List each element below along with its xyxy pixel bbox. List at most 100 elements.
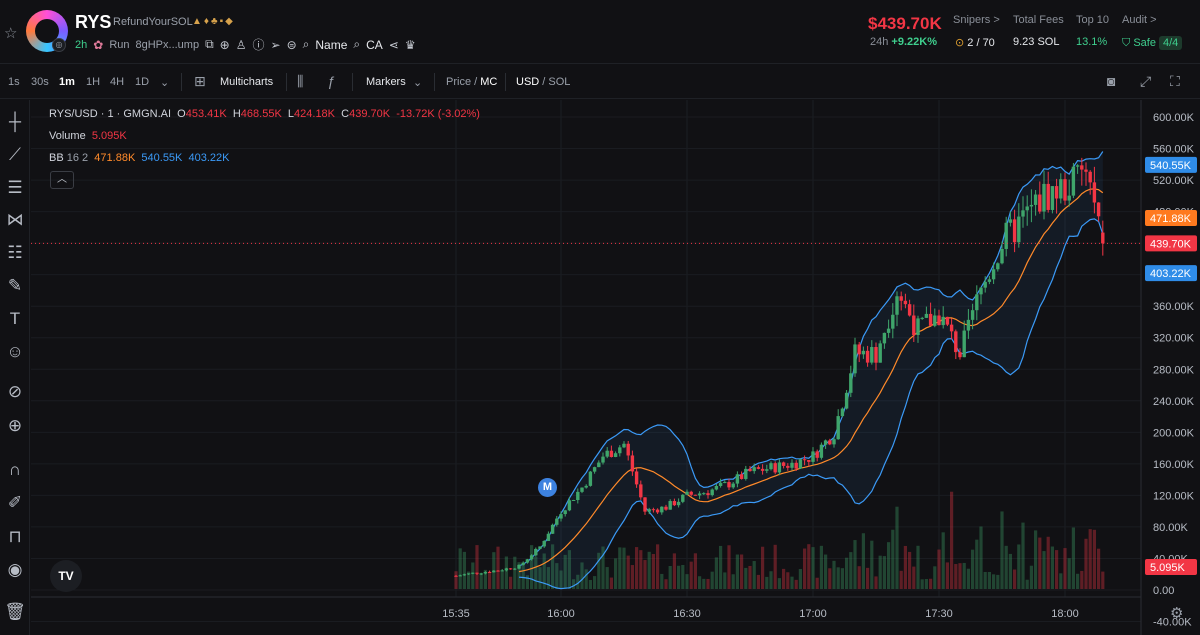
volume-bar (794, 579, 798, 589)
search-name-button[interactable]: Name (315, 37, 348, 52)
multicharts-icon[interactable]: ⊞ (194, 73, 206, 89)
settings-gear-icon[interactable]: ⚙ (1170, 605, 1184, 622)
search-name-icon[interactable]: ⌕ (302, 37, 310, 51)
horizontal-lines-icon[interactable]: ☰ (7, 178, 23, 197)
audit-label[interactable]: Audit > (1122, 14, 1157, 26)
search-ca-button[interactable]: CA (366, 37, 383, 52)
y-tick-label: 600.00K (1153, 112, 1195, 124)
volume-bar (819, 545, 823, 589)
zoom-icon[interactable]: ⊕ (7, 416, 23, 435)
search-ca-icon[interactable]: ⌕ (353, 37, 361, 51)
interval-1m[interactable]: 1m (59, 76, 75, 88)
share-icon[interactable]: ⋖ (388, 37, 399, 52)
indicators-icon[interactable]: ƒ (327, 73, 335, 89)
magnet-icon[interactable]: ∩ (8, 460, 22, 479)
candle-body (718, 482, 723, 486)
volume-bar (660, 573, 664, 589)
candle-body (1021, 210, 1025, 217)
volume-bar (672, 553, 676, 589)
crosshair-icon[interactable]: ┼ (8, 112, 22, 131)
trash-icon[interactable]: 🗑 (4, 602, 26, 621)
interval-4h[interactable]: 4H (110, 76, 125, 88)
migration-marker[interactable]: M (538, 478, 557, 497)
volume-bar (773, 544, 777, 589)
candle-body (702, 493, 706, 495)
badge-bb-upper-bg (1145, 156, 1197, 173)
multicharts-button[interactable]: Multicharts (220, 76, 274, 88)
candle-body (1088, 171, 1092, 183)
candle-body (529, 555, 534, 560)
brush-icon[interactable]: ✎ (7, 276, 23, 295)
candle-body (983, 281, 987, 288)
user-icon[interactable]: ♙ (235, 37, 247, 52)
y-tick-label: 0.00 (1153, 585, 1174, 597)
collapse-legend-button[interactable]: ︿ (50, 171, 74, 189)
volume-bar (538, 567, 542, 589)
volume-bar (1038, 537, 1042, 589)
interval-30s[interactable]: 30s (31, 76, 49, 88)
info-icon[interactable]: ⊜ (286, 37, 297, 52)
markers-dropdown-icon[interactable]: ⌄ (413, 77, 423, 89)
tradingview-logo[interactable]: TV (50, 560, 82, 592)
candlestick-chart[interactable]: 600.00K560.00K520.00K480.00K440.00K400.0… (31, 100, 1200, 635)
x-tick-label: 17:30 (925, 608, 953, 620)
favorite-star-icon[interactable]: ☆ (4, 25, 18, 42)
candle-body (567, 500, 572, 511)
candle-body (483, 571, 488, 574)
ruler-icon[interactable]: ⊘ (7, 382, 23, 401)
run-label[interactable]: Run (109, 38, 130, 51)
copy-icon[interactable]: ⧉ (205, 37, 214, 51)
trendline-icon[interactable]: ⟋ (9, 145, 21, 164)
alert-icon[interactable]: ⓘ (252, 38, 265, 52)
visibility-icon[interactable]: ◉ (7, 560, 23, 579)
lock-icon[interactable]: ⊓ (8, 527, 22, 546)
candle-body (643, 497, 647, 512)
emoji-icon[interactable]: ☺ (6, 342, 24, 361)
candle-body (870, 347, 874, 363)
volume-bar (1076, 573, 1080, 589)
interval-1d[interactable]: 1D (135, 76, 150, 88)
fib-icon[interactable]: ☷ (7, 243, 23, 262)
candle-body (521, 562, 525, 565)
volume-bar (1008, 553, 1012, 589)
candle-body (647, 509, 651, 512)
symbol-label: RYS/USD · 1 · GMGN.AI (49, 108, 172, 120)
candle-body (622, 443, 626, 448)
candle-body (487, 571, 492, 573)
interval-dropdown-icon[interactable]: ⌄ (160, 77, 170, 89)
markers-button[interactable]: Markers (366, 76, 406, 88)
pattern-icon[interactable]: ⋈ (6, 210, 24, 229)
candle-body (492, 570, 496, 573)
volume-bar (891, 529, 895, 589)
candle-type-icon[interactable]: ⫼ (297, 73, 304, 89)
fullscreen-icon[interactable]: ⛶ (1170, 73, 1180, 89)
chart-area[interactable]: 600.00K560.00K520.00K480.00K440.00K400.0… (31, 100, 1200, 635)
candle-body (571, 499, 576, 501)
candle-body (924, 313, 929, 318)
interval-1s[interactable]: 1s (8, 76, 20, 88)
candle-body (1050, 186, 1055, 210)
lock-drawing-icon[interactable]: ✐ (7, 493, 23, 512)
volume-bar (853, 540, 857, 589)
currency-toggle[interactable]: USD / SOL (516, 76, 571, 88)
expand-icon[interactable]: ⤢ (1140, 73, 1152, 89)
crown-icon[interactable]: ♛ (404, 37, 416, 52)
interval-1h[interactable]: 1H (86, 76, 101, 88)
candle-body (748, 468, 752, 472)
telegram-icon[interactable]: ➢ (270, 37, 281, 52)
camera-icon[interactable]: ◙ (1107, 73, 1116, 89)
volume-bar (693, 553, 697, 589)
website-icon[interactable]: ⊕ (219, 37, 230, 52)
volume-bar (1067, 558, 1071, 589)
volume-bar (979, 526, 983, 589)
y-tick-label: 280.00K (1153, 364, 1195, 376)
text-icon[interactable]: T (9, 309, 21, 328)
price-toggle[interactable]: Price / MC (446, 76, 498, 88)
candle-body (1054, 186, 1059, 199)
volume-bar (992, 574, 996, 589)
candle-body (601, 456, 605, 463)
candle-body (555, 518, 559, 525)
candle-body (475, 572, 479, 574)
snipers-label[interactable]: Snipers > (953, 14, 1000, 26)
snipers-icon: ⊙ (955, 37, 965, 49)
